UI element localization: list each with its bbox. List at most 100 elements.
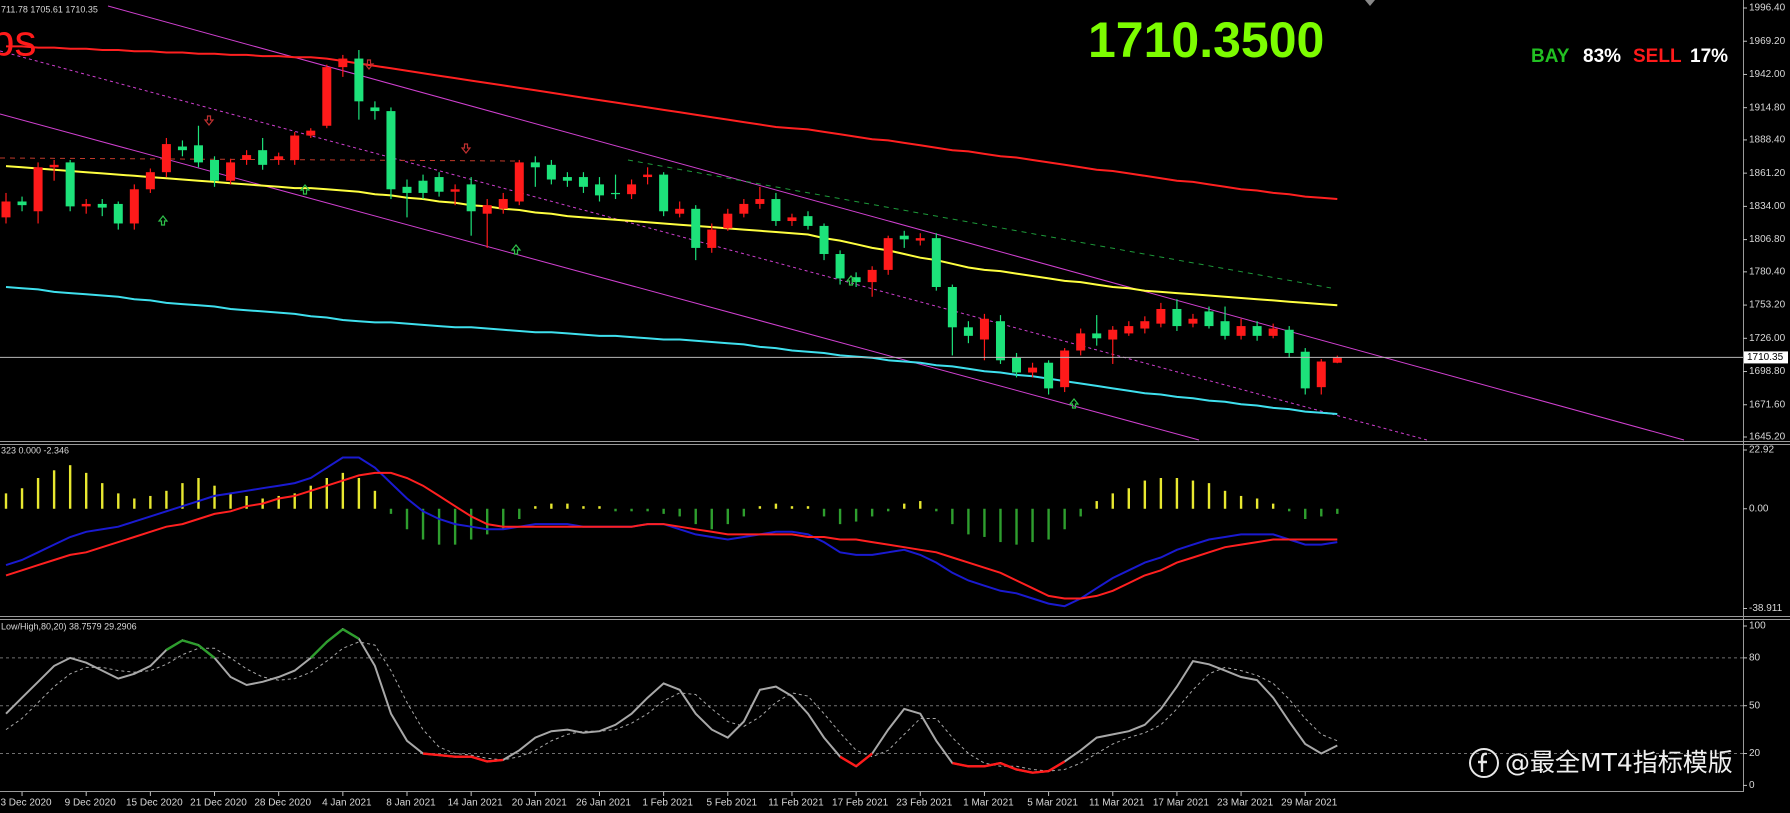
candle-body	[306, 130, 316, 136]
macd-bar	[758, 506, 762, 509]
macd-bar	[165, 490, 168, 509]
candle-body	[755, 199, 765, 204]
macd-bar	[919, 501, 922, 509]
macd-bar	[36, 477, 40, 509]
y-tick-label: 20	[1749, 748, 1761, 759]
sell-value: 17%	[1690, 46, 1728, 67]
macd-bar	[1239, 495, 1243, 509]
macd-bar	[854, 508, 858, 522]
macd-bar	[790, 506, 794, 509]
y-tick-label: 1726.00	[1749, 333, 1786, 344]
candle-body	[1268, 328, 1278, 336]
macd-bar	[293, 493, 296, 509]
down-arrow	[203, 115, 215, 126]
x-tick-label: 20 Jan 2021	[512, 798, 567, 809]
y-tick-label: 1888.40	[1749, 135, 1786, 146]
macd-bar	[453, 508, 457, 545]
candle-body	[226, 162, 236, 181]
watermark: @最全MT4指标模版	[1505, 748, 1733, 777]
up-arrow	[299, 184, 311, 195]
y-tick-label: 1996.40	[1749, 3, 1786, 14]
signal-arrows	[157, 59, 1080, 409]
candle-body	[145, 172, 155, 190]
moving-average	[5, 165, 1338, 307]
macd-bar	[630, 508, 633, 512]
candle-body	[562, 177, 572, 181]
y-tick-label: 0	[1749, 780, 1755, 791]
macd-bar	[325, 477, 328, 509]
candle-body	[466, 184, 476, 212]
macd-bar	[357, 477, 361, 509]
candle-body	[1172, 308, 1182, 327]
candle-body	[707, 229, 717, 248]
stochastic-zone	[1000, 761, 1017, 771]
macd-bar	[935, 508, 938, 512]
candle-body	[290, 135, 300, 160]
x-tick-label: 1 Mar 2021	[963, 798, 1014, 809]
macd-bar	[983, 508, 986, 537]
candle-body	[1332, 357, 1342, 363]
x-tick-label: 4 Jan 2021	[322, 798, 372, 809]
candle-body	[530, 162, 540, 168]
x-tick-label: 5 Mar 2021	[1027, 798, 1078, 809]
candle-body	[931, 238, 941, 287]
stochastic-zone	[165, 639, 184, 651]
candle-body	[771, 199, 781, 222]
down-arrow	[363, 59, 375, 70]
candle-body	[851, 277, 861, 283]
candle-body	[643, 174, 653, 178]
x-tick-label: 29 Mar 2021	[1281, 798, 1338, 809]
candle-body	[177, 146, 187, 151]
candle-body	[1140, 321, 1150, 329]
candle-body	[1044, 362, 1054, 389]
shift-marker	[1365, 0, 1375, 6]
candle-body	[370, 107, 380, 112]
macd-bar	[389, 508, 393, 514]
macd-bar	[518, 508, 521, 520]
macd-bar	[1063, 508, 1066, 530]
candle-body	[242, 155, 252, 160]
macd-bar	[1191, 480, 1195, 509]
candle-body	[578, 177, 588, 187]
macd-bar	[1175, 477, 1179, 509]
candle-body	[1124, 326, 1134, 334]
candle-body	[210, 159, 220, 181]
candle-body	[675, 208, 685, 214]
candle-body	[1316, 361, 1326, 388]
ohlc-readout: 711.78 1705.61 1710.35	[1, 4, 98, 14]
x-tick-label: 17 Feb 2021	[832, 798, 889, 809]
macd-bar	[52, 470, 56, 509]
macd-bar	[967, 508, 970, 535]
macd-bar	[1159, 477, 1163, 509]
x-tick-label: 21 Dec 2020	[190, 798, 247, 809]
candle-body	[482, 205, 492, 214]
macd-bar	[1127, 488, 1130, 509]
macd-bar	[662, 508, 665, 514]
x-tick-label: 26 Jan 2021	[576, 798, 631, 809]
candle-body	[1108, 329, 1118, 340]
y-tick-label: -38.911	[1749, 603, 1783, 614]
candle-body	[17, 201, 27, 206]
stochastic-zone	[1032, 769, 1049, 774]
y-tick-label: 22.92	[1749, 445, 1774, 456]
candle-body	[803, 216, 813, 226]
y-tick-label: 1914.80	[1749, 102, 1786, 113]
macd-bar	[1207, 483, 1211, 509]
candle-body	[1236, 326, 1246, 336]
candle-body	[402, 186, 412, 193]
macd-bar	[1111, 493, 1114, 509]
macd-bar	[1255, 498, 1259, 509]
macd-bar	[469, 508, 473, 540]
macd-bar	[4, 493, 8, 509]
candle-body	[338, 58, 348, 68]
macd-readout: 323 0.000 -2.346	[1, 445, 69, 455]
candle-body	[81, 203, 91, 207]
x-tick-label: 9 Dec 2020	[65, 798, 117, 809]
y-tick-label: 1861.20	[1749, 168, 1786, 179]
y-tick-label: 1806.80	[1749, 234, 1786, 245]
stochastic-zone	[839, 755, 857, 768]
candle-body	[65, 162, 75, 207]
macd-bar	[229, 493, 232, 509]
macd-bar	[486, 508, 489, 535]
candle-body	[274, 156, 284, 160]
